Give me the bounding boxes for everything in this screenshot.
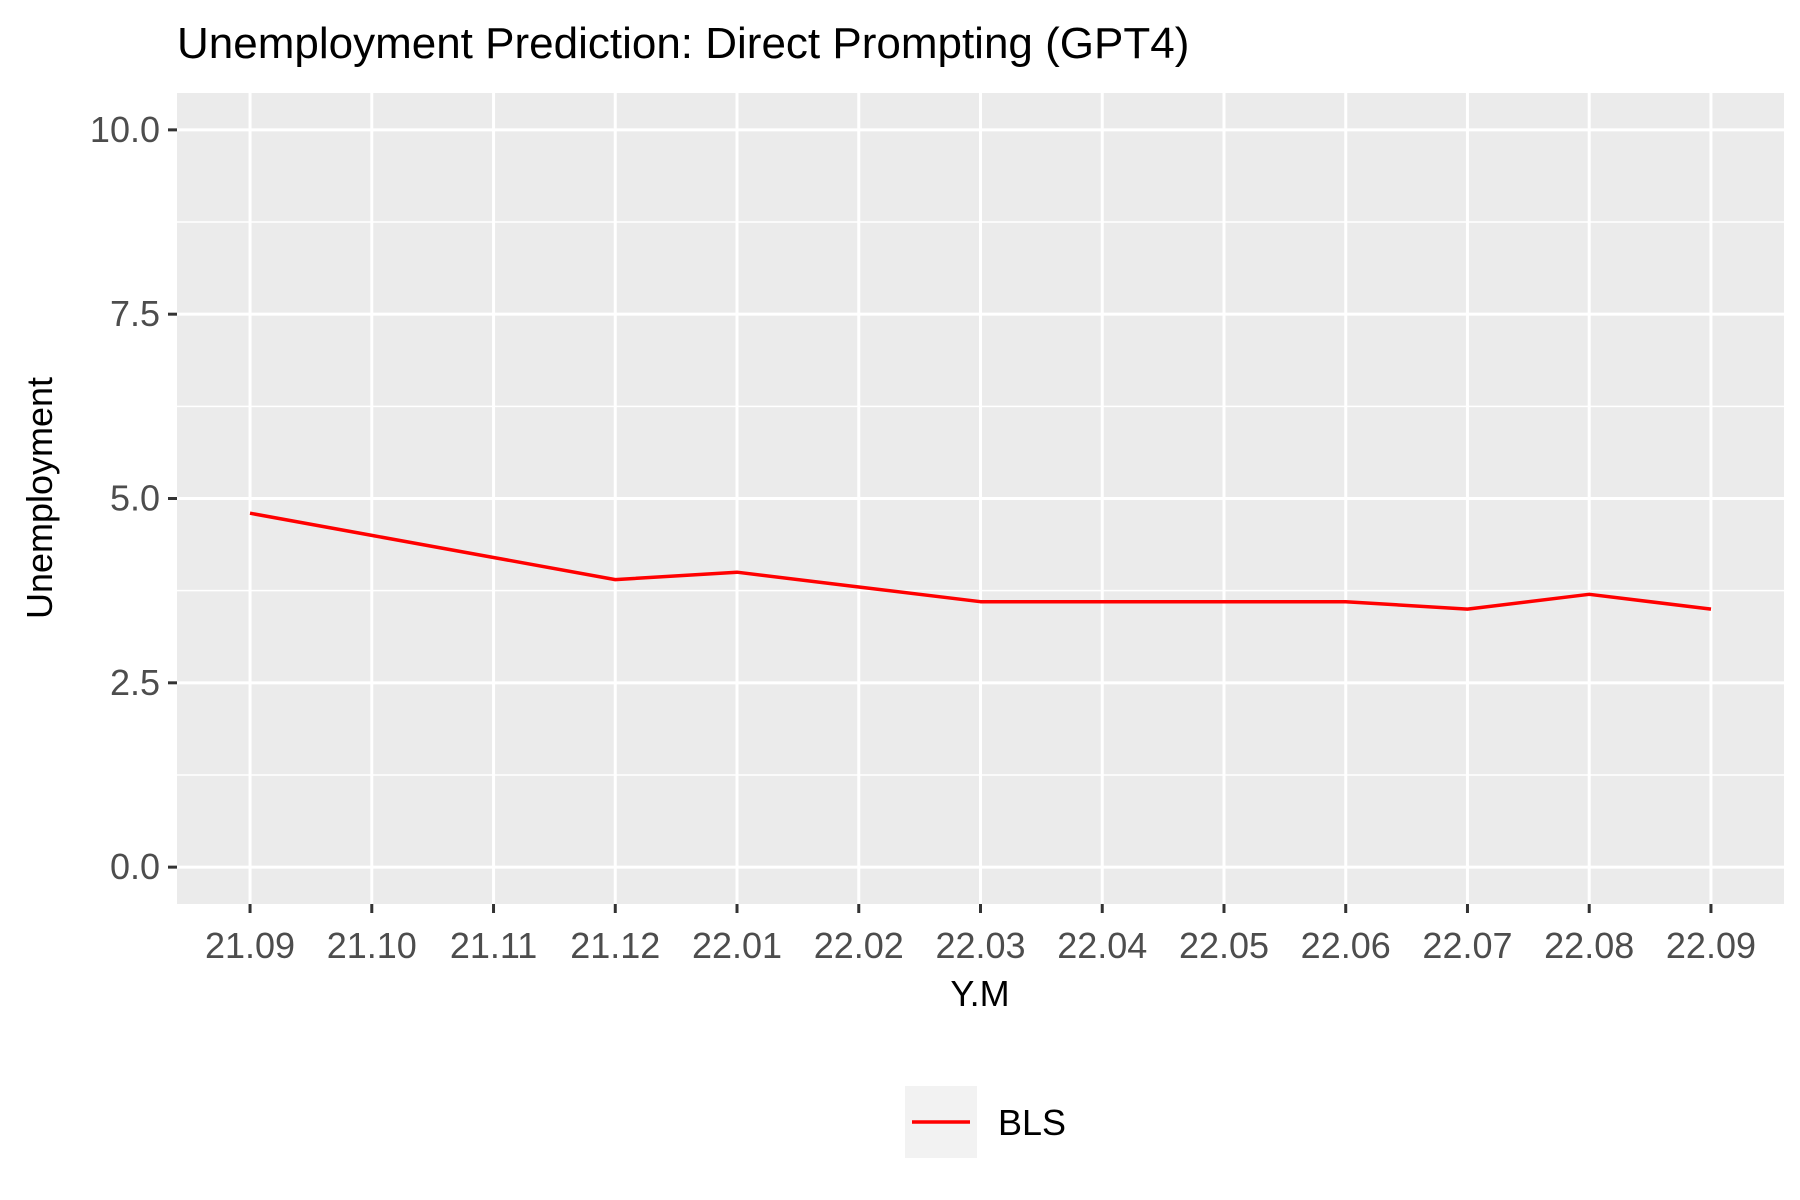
y-tick-label: 7.5 bbox=[110, 293, 160, 334]
x-tick-label: 21.12 bbox=[570, 925, 660, 966]
x-tick-label: 21.09 bbox=[205, 925, 295, 966]
grid-major bbox=[177, 93, 1784, 904]
x-tick-label: 22.09 bbox=[1666, 925, 1756, 966]
series-line-bls bbox=[249, 511, 1712, 611]
x-tick-label: 21.10 bbox=[327, 925, 417, 966]
x-axis-title: Y.M bbox=[950, 973, 1009, 1014]
x-tick-label: 22.02 bbox=[814, 925, 904, 966]
x-tick-label: 22.03 bbox=[935, 925, 1025, 966]
legend-label-bls: BLS bbox=[998, 1102, 1066, 1143]
x-tick-label: 22.07 bbox=[1422, 925, 1512, 966]
y-tick-label: 5.0 bbox=[110, 478, 160, 519]
legend: BLS bbox=[905, 1086, 1066, 1158]
y-tick-label: 0.0 bbox=[110, 846, 160, 887]
x-tick-label: 22.08 bbox=[1544, 925, 1634, 966]
y-tick-label: 2.5 bbox=[110, 662, 160, 703]
x-tick-label: 22.01 bbox=[692, 925, 782, 966]
chart-title: Unemployment Prediction: Direct Promptin… bbox=[177, 19, 1189, 68]
x-axis: 21.09 21.10 21.11 21.12 22.01 22.02 22.03 22.04… bbox=[205, 904, 1756, 966]
x-tick-label: 22.04 bbox=[1057, 925, 1147, 966]
y-tick-label: 10.0 bbox=[90, 109, 160, 150]
x-tick-label: 22.05 bbox=[1179, 925, 1269, 966]
series-layer bbox=[249, 511, 1712, 611]
y-axis-title: Unemployment bbox=[19, 377, 60, 619]
x-tick-label: 22.06 bbox=[1301, 925, 1391, 966]
y-axis: 0.0 2.5 5.0 7.5 10.0 bbox=[90, 109, 177, 887]
x-tick-label: 21.11 bbox=[450, 925, 537, 966]
